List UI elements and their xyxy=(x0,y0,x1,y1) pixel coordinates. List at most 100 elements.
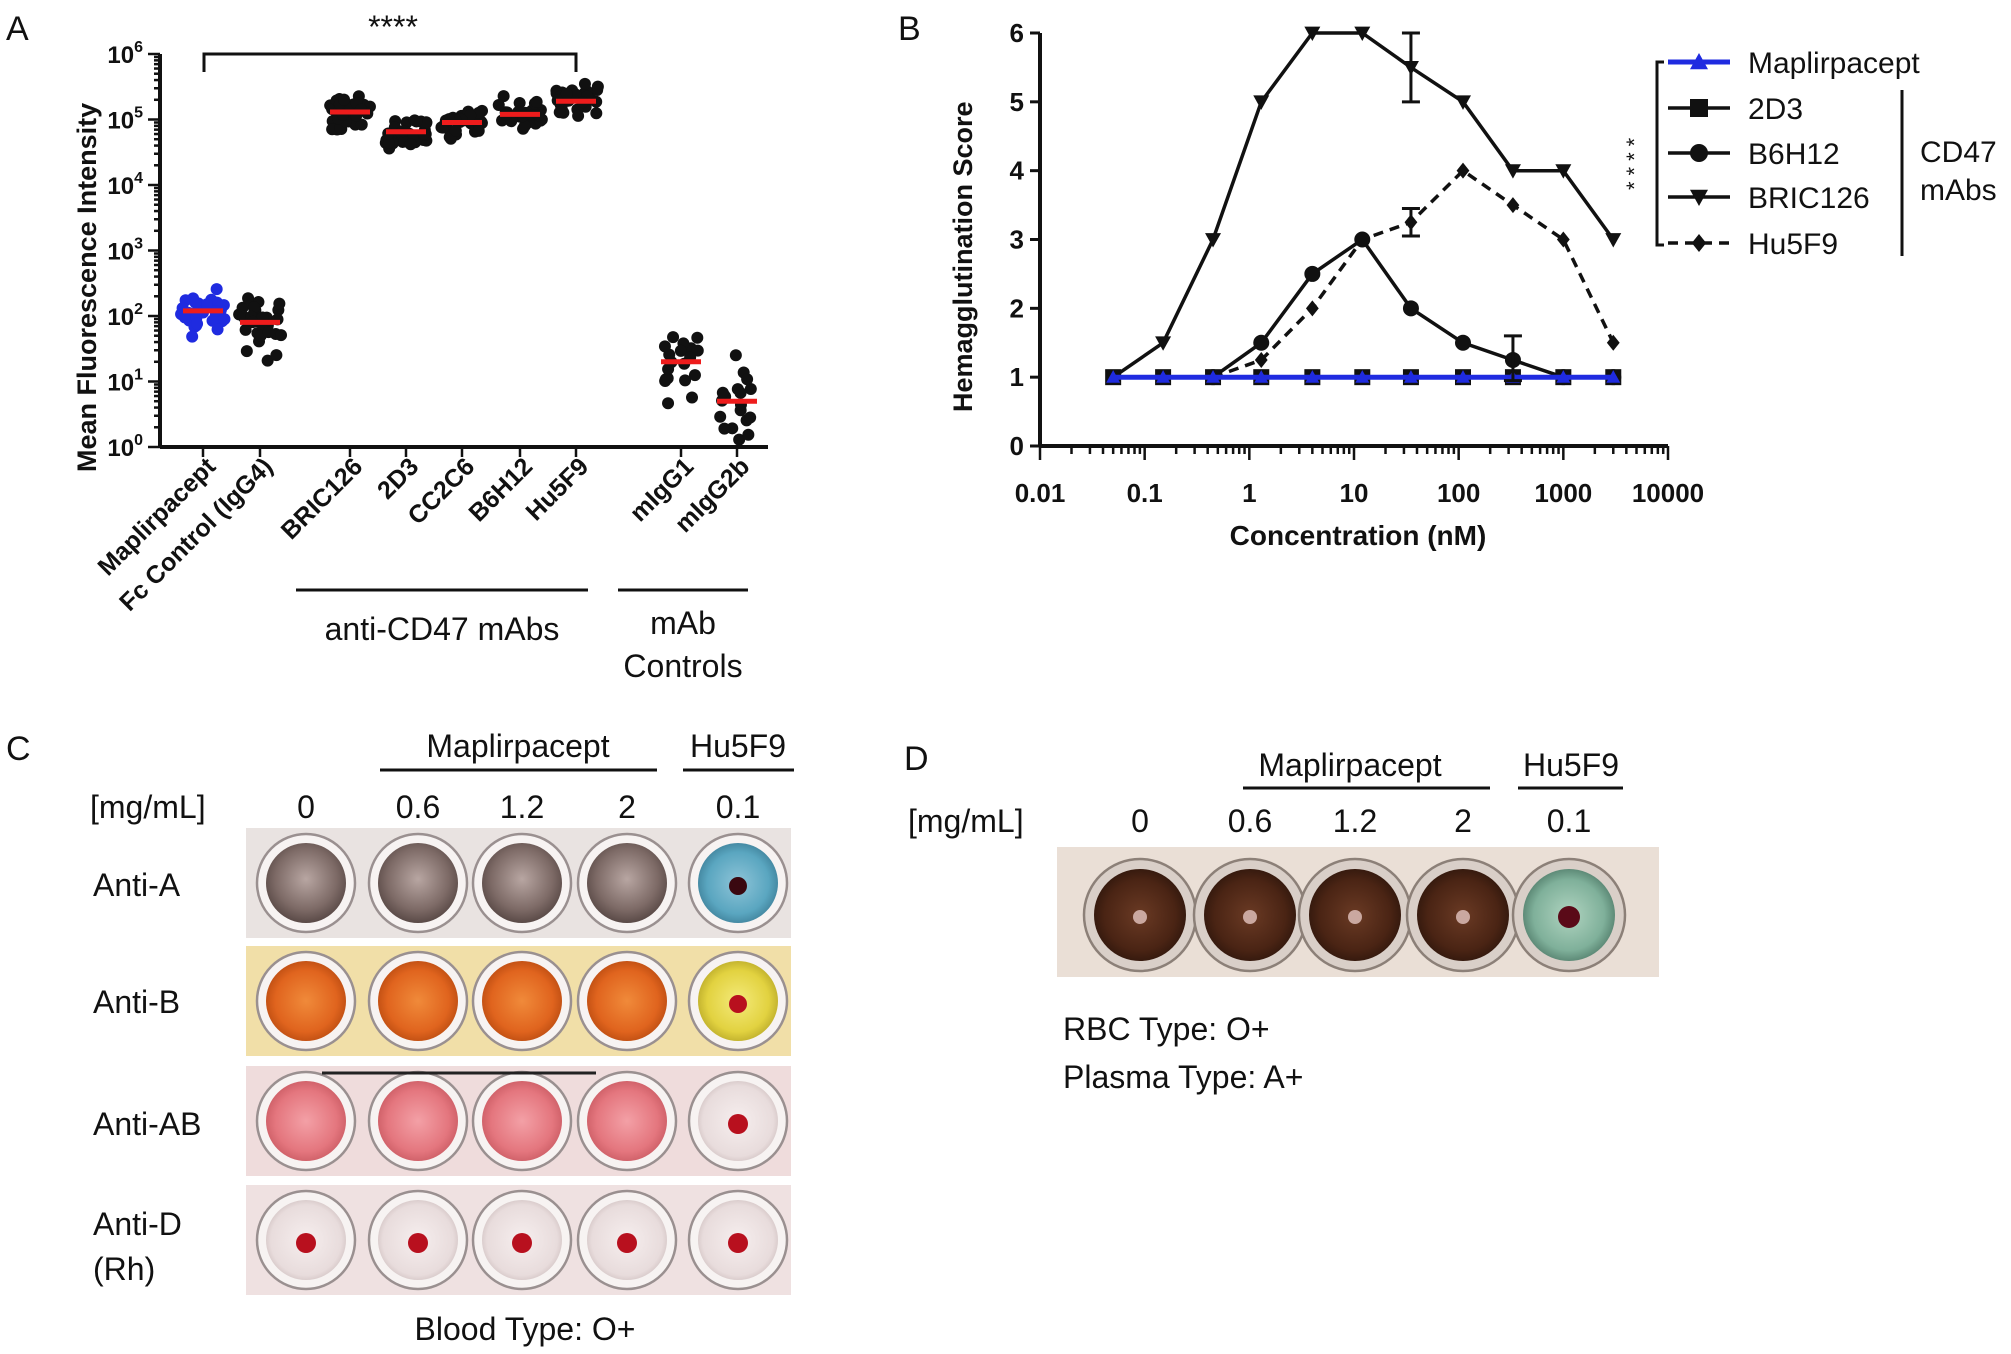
panel-c-well xyxy=(266,843,346,923)
panel-a-group-migg1 xyxy=(658,331,704,410)
panel-a-point xyxy=(191,317,204,330)
panel-a-group-fc-control-igg4- xyxy=(233,292,288,367)
panel-b-marker xyxy=(1354,231,1371,248)
panel-a-x-tick-label: B6H12 xyxy=(463,452,538,527)
panel-a-point xyxy=(674,344,687,357)
panel-a-y-tick-base: 10 xyxy=(107,370,134,397)
panel-b-legend-bracket xyxy=(1655,60,1664,247)
panel-a-point xyxy=(718,422,731,435)
panel-a-point xyxy=(518,120,531,133)
panel-a-point xyxy=(239,323,252,336)
panel-a-point xyxy=(419,117,432,130)
panel-a-y-tick-exponent: 2 xyxy=(134,301,143,318)
panel-b-marker xyxy=(1606,370,1621,383)
panel-b-y-tick-label: 3 xyxy=(1010,225,1024,255)
panel-a-point xyxy=(273,297,286,310)
panel-b-legend-label: Hu5F9 xyxy=(1748,228,1838,261)
panel-a-y-tick-exponent: 5 xyxy=(134,105,143,122)
panel-b-marker xyxy=(1506,197,1520,214)
panel-a-point xyxy=(662,363,675,376)
panel-b-marker xyxy=(1254,370,1269,383)
panel-b-series xyxy=(1105,26,1622,386)
panel-b-legend-entry: Maplirpacept xyxy=(1668,47,1920,80)
panel-a-point xyxy=(240,345,253,358)
panel-c-pellet xyxy=(728,1233,748,1253)
panel-b-error-bar xyxy=(1401,207,1420,238)
panel-a-group-2d3 xyxy=(379,114,433,155)
panel-d-hu5f9: Hu5F9 xyxy=(1523,747,1619,783)
panel-a-point xyxy=(591,84,604,97)
panel-a-point xyxy=(404,138,417,151)
panel-a-point xyxy=(691,344,704,357)
panel-c-well-row xyxy=(246,1185,791,1295)
panel-a-point xyxy=(247,301,260,314)
panel-b-x-tick-label: 10000 xyxy=(1632,478,1704,508)
panel-c-row-label: (Rh) xyxy=(93,1251,155,1287)
panel-b-legend-label: B6H12 xyxy=(1748,138,1840,171)
panel-b-marker xyxy=(1606,334,1620,351)
panel-a-group-b6h12 xyxy=(492,90,548,135)
panel-c-pellet xyxy=(408,1233,428,1253)
panel-a-group-cc2c6 xyxy=(435,104,489,145)
panel-a-point xyxy=(338,93,351,106)
panel-a-y-tick-label: 105 xyxy=(107,105,143,135)
panel-c-well xyxy=(587,1081,667,1161)
panel-b-marker xyxy=(1556,370,1571,383)
panel-a-point xyxy=(686,391,699,404)
panel-b-marker xyxy=(1253,334,1270,351)
panel-a-y-tick-exponent: 1 xyxy=(134,367,143,384)
panel-b-marker xyxy=(1155,336,1172,351)
panel-d-pellet xyxy=(1133,910,1147,924)
panel-b-marker xyxy=(1304,265,1321,282)
panel-d-concentration: 0 xyxy=(1131,803,1149,839)
panel-b-legend-entry: 2D3 xyxy=(1668,93,1803,126)
panel-b-ticks: 0 1 2 3 4 5 6 0.01 0.1 1 10 100 1000 10000 xyxy=(1010,18,1705,508)
panel-d-conc-label: [mg/mL] xyxy=(908,803,1024,839)
panel-b-legend: Maplirpacept 2D3 B6H12 BRIC126 Hu5F9 xyxy=(1668,47,1920,261)
panel-a-group-bric126 xyxy=(324,90,376,136)
panel-a-point xyxy=(733,433,746,446)
panel-a-y-tick-label: 106 xyxy=(107,39,143,69)
panel-b-marker xyxy=(1156,370,1171,383)
panel-a-point xyxy=(513,96,526,109)
panel-a-point xyxy=(572,109,585,122)
panel-a-point xyxy=(734,386,747,399)
panel-b-y-tick-label: 2 xyxy=(1010,293,1024,323)
panel-a-group-migg2b xyxy=(714,349,757,446)
panel-c-pellet xyxy=(729,995,747,1013)
panel-a-point xyxy=(662,397,675,410)
panel-c-well xyxy=(378,843,458,923)
panel-a-y-tick-exponent: 0 xyxy=(134,432,143,449)
panel-b-legend-label: Maplirpacept xyxy=(1748,47,1920,80)
panel-b-marker xyxy=(1690,189,1708,206)
panel-b-marker xyxy=(1455,370,1470,383)
panel-b-legend-entry: Hu5F9 xyxy=(1668,228,1838,261)
panel-c-caption: Blood Type: O+ xyxy=(415,1311,636,1347)
panel-b-marker xyxy=(1690,99,1708,117)
panel-a-point xyxy=(741,373,754,386)
panel-a-point xyxy=(178,311,191,324)
panel-b-y-tick-label: 5 xyxy=(1010,87,1024,117)
panel-d-pellet xyxy=(1348,910,1362,924)
panel-d-caption-2: Plasma Type: A+ xyxy=(1063,1059,1303,1095)
panel-a-points xyxy=(175,77,757,457)
panel-b-label: B xyxy=(898,10,921,48)
panel-b-marker xyxy=(1691,234,1707,252)
panel-b-y-tick-label: 0 xyxy=(1010,431,1024,461)
panel-d-well-strip xyxy=(1057,847,1659,977)
panel-a-point xyxy=(218,313,231,326)
panel-b-x-tick-label: 10 xyxy=(1340,478,1369,508)
panel-c-well xyxy=(587,961,667,1041)
panel-a-point xyxy=(688,369,701,382)
panel-a-point xyxy=(679,374,692,387)
panel-b-marker xyxy=(1402,300,1419,317)
panel-d-pellet xyxy=(1456,910,1470,924)
panel-c-well-row xyxy=(246,828,791,938)
panel-b: B Hemagglutination Score 0 1 2 3 4 5 6 0.01 0.1 1… xyxy=(898,10,1997,551)
panel-b-error-bar xyxy=(1503,334,1522,383)
panel-a-point xyxy=(492,98,505,111)
panel-c-hu5f9: Hu5F9 xyxy=(690,728,786,764)
panel-a-y-tick-base: 10 xyxy=(107,304,134,331)
